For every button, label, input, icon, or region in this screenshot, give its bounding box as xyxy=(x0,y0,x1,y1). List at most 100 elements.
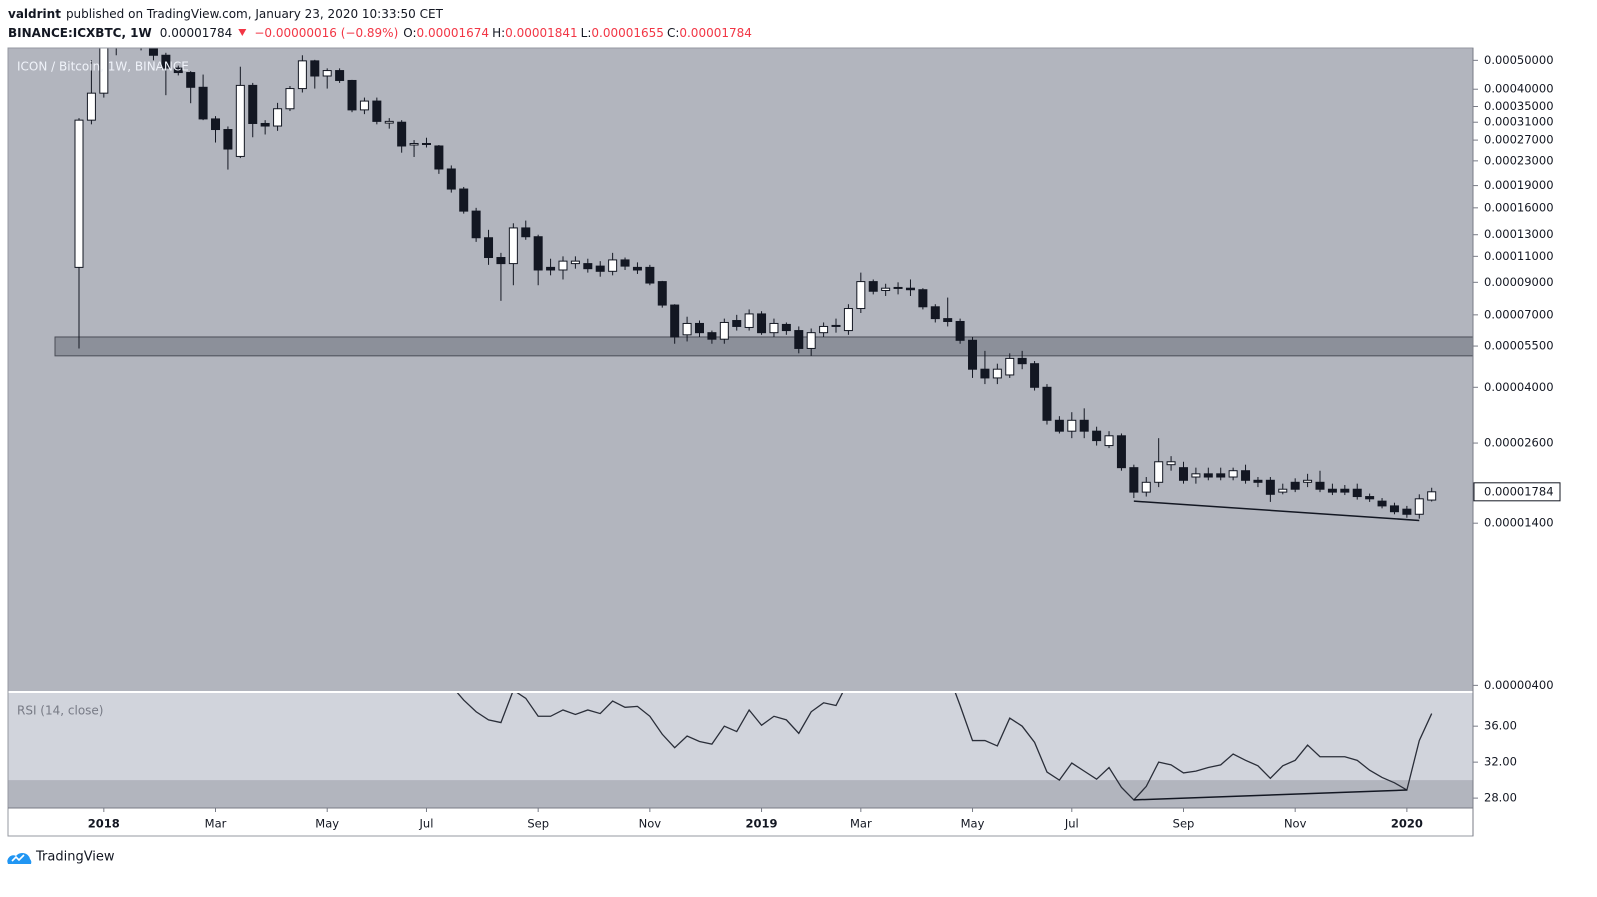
y-tick-label: 28.00 xyxy=(1484,791,1517,805)
candle-body xyxy=(521,227,531,238)
y-tick-label: 0.00007000 xyxy=(1484,307,1554,321)
author: valdrint xyxy=(8,7,61,21)
candle-body xyxy=(769,322,779,334)
y-tick-label: 0.00035000 xyxy=(1484,99,1554,113)
h-value: 0.00001841 xyxy=(505,26,578,40)
candle-body xyxy=(868,281,878,292)
c-label: C: xyxy=(667,26,679,40)
y-tick-label: 0.00040000 xyxy=(1484,82,1554,96)
candle-body xyxy=(1005,357,1015,376)
price-panel xyxy=(8,48,1473,692)
candle-body xyxy=(657,281,667,306)
o-label: O: xyxy=(403,26,416,40)
trendline xyxy=(1133,500,1420,522)
brand-logo xyxy=(7,852,32,864)
candle-body xyxy=(819,325,829,334)
header-line: valdrint published on TradingView.com, Ja… xyxy=(8,7,444,21)
candle-body xyxy=(1104,435,1114,447)
x-tick-label: Jul xyxy=(1064,817,1079,831)
c-value: 0.00001784 xyxy=(679,26,752,40)
candle-body xyxy=(881,287,891,291)
x-tick-label: Jul xyxy=(419,817,434,831)
price-change: −0.00000016 (−0.89%) xyxy=(254,26,398,40)
candle-body xyxy=(1030,363,1040,388)
candle-body xyxy=(1216,473,1226,478)
candle-body xyxy=(831,324,841,327)
x-tick-label: May xyxy=(961,817,985,831)
candle-body xyxy=(74,119,84,268)
candle-body xyxy=(1067,419,1077,432)
y-tick-label: 0.00002600 xyxy=(1484,436,1554,450)
candle-body xyxy=(570,260,580,265)
candle-body xyxy=(310,60,320,77)
candle-body xyxy=(1178,467,1188,481)
candle-body xyxy=(285,88,295,110)
candle-body xyxy=(372,100,382,122)
x-tick-label: Sep xyxy=(1173,817,1195,831)
candle-body xyxy=(409,143,419,146)
candle-body xyxy=(732,320,742,327)
x-tick-label: 2019 xyxy=(746,817,778,831)
published-text: published on TradingView.com, January 23… xyxy=(66,7,444,21)
support-zone xyxy=(54,336,1473,357)
candle-body xyxy=(1079,419,1089,432)
candle-body xyxy=(1141,481,1151,493)
candle-body xyxy=(1228,470,1238,478)
candle-body xyxy=(1278,488,1288,493)
candle-body xyxy=(248,84,258,124)
candle-body xyxy=(620,259,630,267)
brand-name: TradingView xyxy=(35,850,115,865)
candle-body xyxy=(273,108,283,127)
candle-body xyxy=(757,313,767,334)
candle-body xyxy=(223,129,233,150)
candle-body xyxy=(1340,488,1350,493)
trendline xyxy=(1133,789,1407,801)
candle-body xyxy=(260,122,270,127)
candle-body xyxy=(1203,473,1213,478)
candle-body xyxy=(558,260,568,271)
candle-body xyxy=(1414,498,1424,515)
candle-body xyxy=(384,120,394,124)
candle-body xyxy=(173,67,183,74)
l-value: 0.00001655 xyxy=(591,26,664,40)
chart-title: ICON / Bitcoin, 1W, BINANCE xyxy=(17,60,189,74)
y-tick-label: 0.00050000 xyxy=(1484,53,1554,67)
l-label: L: xyxy=(581,26,592,40)
symbol-line: BINANCE:ICXBTC, 1W 0.00001784 −0.00000016 … xyxy=(8,26,752,40)
y-tick-label: 0.00004000 xyxy=(1484,380,1554,394)
candle-body xyxy=(632,266,642,271)
rsi-band xyxy=(8,692,1473,781)
candle-body xyxy=(1253,479,1263,483)
down-arrow xyxy=(238,29,247,36)
candle-body xyxy=(781,323,791,332)
y-tick-label: 36.00 xyxy=(1484,719,1517,733)
candle-body xyxy=(583,263,593,270)
candle-body xyxy=(744,313,754,328)
candle-body xyxy=(496,257,506,265)
y-tick-label: 0.00000400 xyxy=(1484,678,1554,692)
candle-body xyxy=(1129,467,1139,493)
price-plot xyxy=(54,48,1473,522)
candle-body xyxy=(843,308,853,332)
x-tick-label: Mar xyxy=(205,817,227,831)
candle-body xyxy=(645,266,655,284)
candle-body xyxy=(1042,386,1052,421)
candle-body xyxy=(546,266,556,271)
y-tick-label: 0.00019000 xyxy=(1484,178,1554,192)
candle-body xyxy=(198,86,208,120)
candle-body xyxy=(1017,357,1027,365)
candle-body xyxy=(1377,500,1387,507)
candle-body xyxy=(148,48,158,56)
candle-body xyxy=(905,287,915,291)
candle-body xyxy=(595,265,605,272)
candle-body xyxy=(86,92,96,121)
y-tick-label: 32.00 xyxy=(1484,755,1517,769)
candle-body xyxy=(446,168,456,190)
candle-body xyxy=(347,79,357,111)
candle-body xyxy=(211,118,221,131)
candle-body xyxy=(186,72,196,88)
x-tick-label: Mar xyxy=(850,817,872,831)
candle-body xyxy=(1116,435,1126,469)
last-price-label: 0.00001784 xyxy=(1484,484,1554,498)
